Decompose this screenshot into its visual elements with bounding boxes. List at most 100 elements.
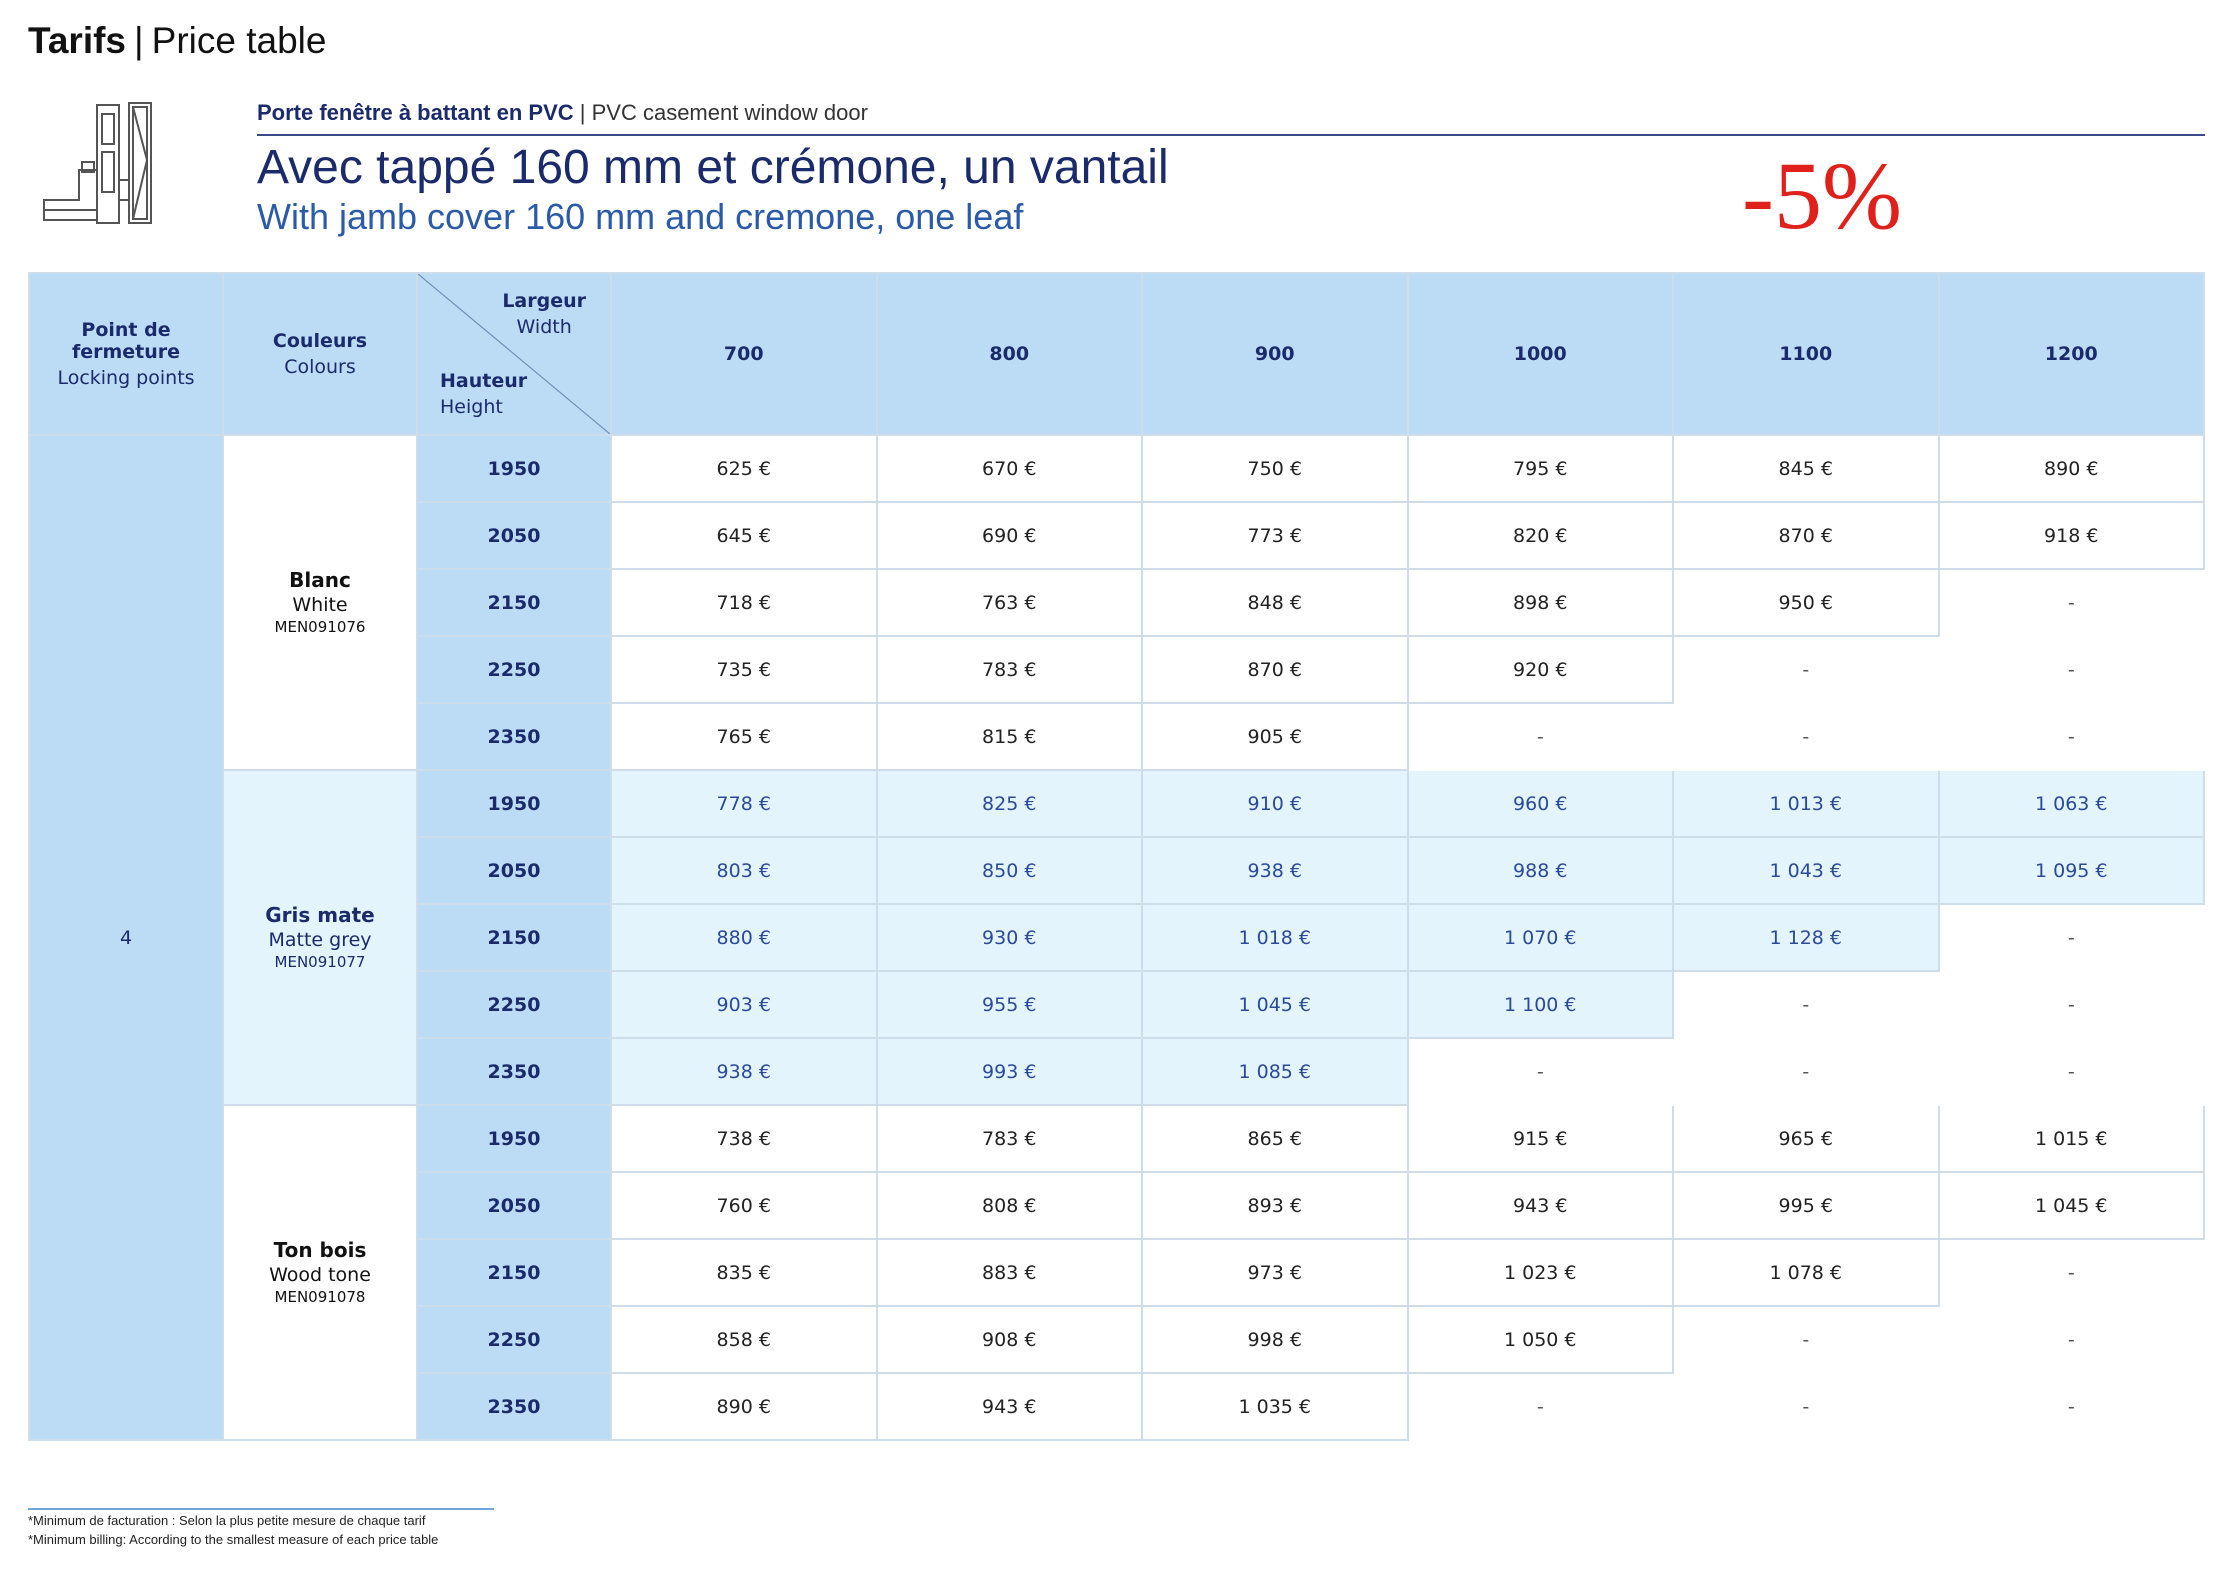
price-cell: -	[1937, 568, 2205, 637]
price-cell: 883 €	[875, 1238, 1143, 1307]
price-cell: -	[1672, 1305, 1940, 1374]
locking-points-header-fr: Point de fermeture	[71, 319, 181, 363]
price-cell: 825 €	[875, 769, 1143, 838]
height-value: 2050	[416, 1171, 612, 1240]
price-cell: 848 €	[1141, 568, 1409, 637]
colour-code: MEN091077	[274, 953, 366, 972]
price-cell: 993 €	[875, 1037, 1143, 1106]
price-cell: 950 €	[1672, 568, 1940, 637]
title-separator: |	[134, 20, 144, 61]
price-cell: 870 €	[1141, 635, 1409, 704]
colour-name-en: White	[292, 594, 348, 617]
price-cell: 820 €	[1406, 501, 1674, 570]
price-cell: 865 €	[1141, 1104, 1409, 1173]
price-cell: 808 €	[875, 1171, 1143, 1240]
table-row: 2250 858 €908 €998 €1 050 € - -	[29, 1305, 2205, 1374]
price-cell: -	[1937, 1238, 2205, 1307]
product-subtitle: Porte fenêtre à battant en PVC | PVC cas…	[257, 100, 868, 126]
price-table-body: 4 Blanc White MEN091076 1950 625 €670 €750 €7…	[28, 434, 2205, 1441]
price-cell: 870 €	[1672, 501, 1940, 570]
locking-points-header-en: Locking points	[57, 367, 195, 389]
price-cell: 905 €	[1141, 702, 1409, 771]
price-cell: 803 €	[610, 836, 878, 905]
price-cell: 918 €	[1937, 501, 2205, 570]
price-cell: -	[1937, 1305, 2205, 1374]
colour-name-en: Matte grey	[268, 929, 372, 952]
colour-code: MEN091078	[274, 1288, 366, 1307]
product-subtitle-en: PVC casement window door	[591, 100, 868, 125]
colour-code: MEN091076	[274, 618, 366, 637]
width-header-1000: 1000	[1406, 272, 1674, 436]
price-cell: -	[1937, 635, 2205, 704]
price-cell: 625 €	[610, 434, 878, 503]
footnote: *Minimum de facturation : Selon la plus …	[28, 1512, 438, 1550]
price-cell: 795 €	[1406, 434, 1674, 503]
height-value: 2050	[416, 836, 612, 905]
subtitle-separator: |	[579, 100, 586, 125]
price-cell: -	[1937, 1372, 2205, 1441]
width-label-fr: Largeur	[502, 290, 586, 312]
price-cell: 955 €	[875, 970, 1143, 1039]
table-row: 2250 735 €783 €870 €920 € - -	[29, 635, 2205, 704]
price-cell: 783 €	[875, 635, 1143, 704]
colour-cell: Ton bois Wood tone MEN091078	[222, 1104, 418, 1441]
colours-header-en: Colours	[284, 356, 356, 378]
price-cell: 938 €	[1141, 836, 1409, 905]
colours-header: Couleurs Colours	[222, 272, 418, 436]
price-cell: 783 €	[875, 1104, 1143, 1173]
price-cell: 718 €	[610, 568, 878, 637]
height-value: 2150	[416, 568, 612, 637]
price-cell: 998 €	[1141, 1305, 1409, 1374]
width-label-en: Width	[516, 316, 572, 338]
price-cell: 765 €	[610, 702, 878, 771]
price-cell: 1 095 €	[1937, 836, 2205, 905]
price-cell: -	[1937, 903, 2205, 972]
price-cell: -	[1672, 1372, 1940, 1441]
price-cell: 1 100 €	[1406, 970, 1674, 1039]
width-label: Largeur Width	[502, 290, 586, 338]
price-cell: -	[1406, 1037, 1674, 1106]
height-value: 2250	[416, 1305, 612, 1374]
price-cell: 1 043 €	[1672, 836, 1940, 905]
price-cell: 1 078 €	[1672, 1238, 1940, 1307]
price-cell: 1 013 €	[1672, 769, 1940, 838]
price-table-header-row: Point de fermeture Locking points Couleu…	[28, 272, 2205, 436]
height-value: 2150	[416, 1238, 612, 1307]
table-row: Gris mate Matte grey MEN091077 1950 778 €825…	[29, 769, 2205, 1106]
price-cell: 1 035 €	[1141, 1372, 1409, 1441]
price-cell: 1 128 €	[1672, 903, 1940, 972]
table-row: 2150 835 €883 €973 €1 023 €1 078 € -	[29, 1238, 2205, 1307]
price-cell: -	[1672, 635, 1940, 704]
price-cell: -	[1937, 970, 2205, 1039]
height-value: 2150	[416, 903, 612, 972]
table-row: 2150 718 €763 €848 €898 €950 € -	[29, 568, 2205, 637]
height-label-en: Height	[440, 396, 503, 418]
price-cell: 910 €	[1141, 769, 1409, 838]
page-title-fr: Tarifs	[28, 20, 127, 61]
price-cell: 930 €	[875, 903, 1143, 972]
price-cell: 1 070 €	[1406, 903, 1674, 972]
width-height-header: Largeur Width Hauteur Height	[416, 272, 612, 436]
window-profile-drawing	[43, 102, 152, 224]
width-header-700: 700	[610, 272, 878, 436]
table-row: 2050 645 €690 €773 €820 €870 €918 €	[29, 501, 2205, 570]
price-cell: -	[1937, 1037, 2205, 1106]
price-cell: 738 €	[610, 1104, 878, 1173]
price-cell: 1 045 €	[1937, 1171, 2205, 1240]
price-cell: 893 €	[1141, 1171, 1409, 1240]
table-row: 2250 903 €955 €1 045 €1 100 € - -	[29, 970, 2205, 1039]
price-cell: 920 €	[1406, 635, 1674, 704]
price-cell: 890 €	[1937, 434, 2205, 503]
product-subtitle-fr: Porte fenêtre à battant en PVC	[257, 100, 574, 125]
price-cell: 773 €	[1141, 501, 1409, 570]
price-cell: 960 €	[1406, 769, 1674, 838]
locking-points-value: 4	[28, 434, 224, 1441]
price-cell: 938 €	[610, 1037, 878, 1106]
height-label-fr: Hauteur	[440, 370, 528, 392]
colour-name-fr: Ton bois	[273, 1238, 367, 1263]
table-row: 2050 803 €850 €938 €988 €1 043 €1 095 €	[29, 836, 2205, 905]
width-header-1100: 1100	[1672, 272, 1940, 436]
price-cell: 1 023 €	[1406, 1238, 1674, 1307]
height-value: 1950	[416, 769, 612, 838]
colour-name-en: Wood tone	[269, 1264, 371, 1287]
